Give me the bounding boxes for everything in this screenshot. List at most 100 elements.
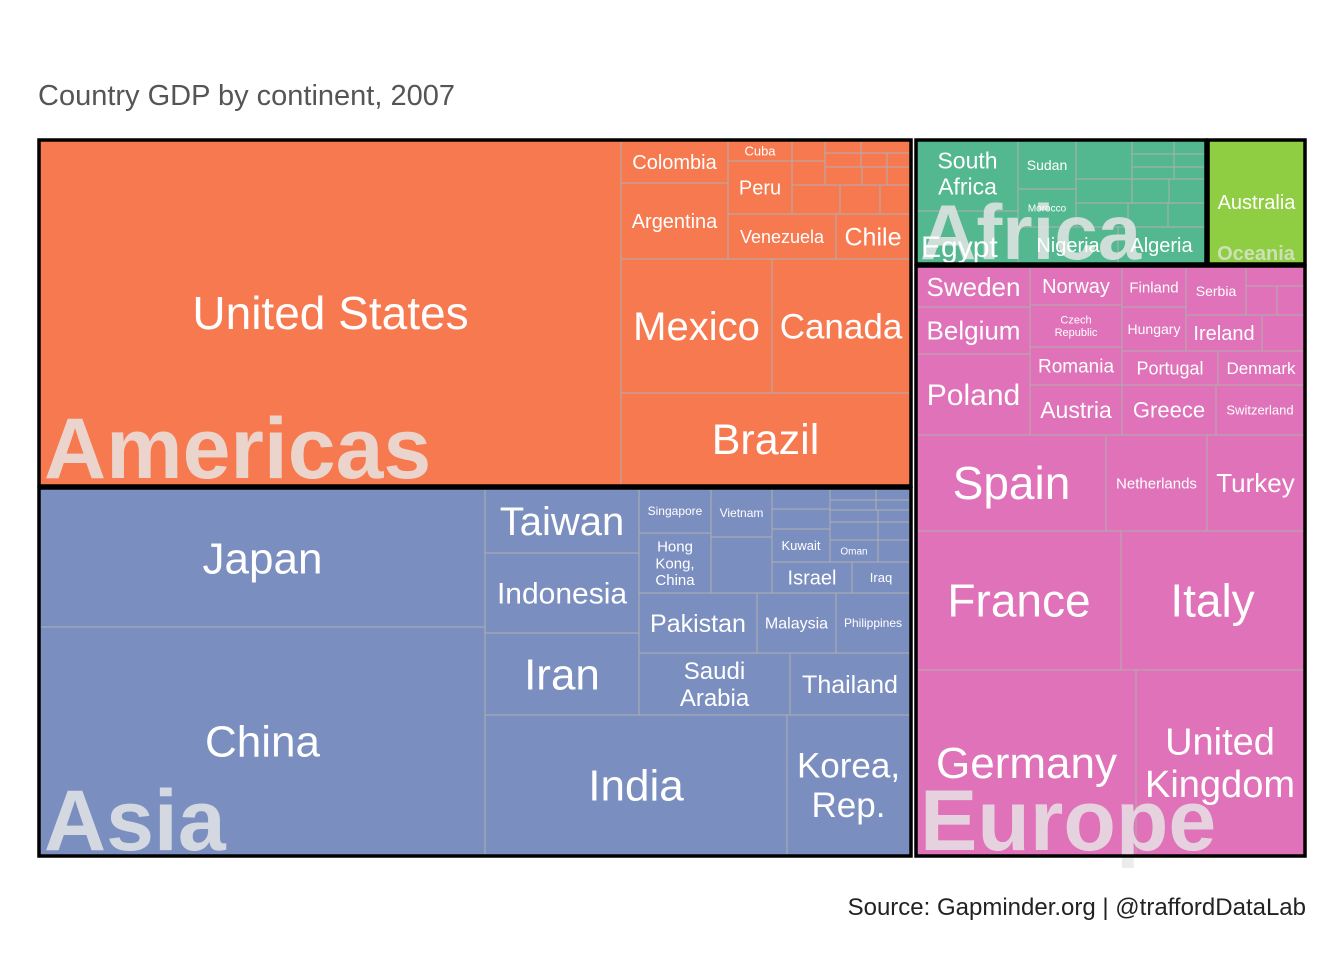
minor-country-tile <box>1173 140 1206 155</box>
tile-label-italy: Italy <box>1170 575 1254 627</box>
tile-label-venezuela: Venezuela <box>740 227 825 247</box>
tile-philippines <box>835 592 911 654</box>
tile-label-vietnam: Vietnam <box>720 506 764 520</box>
minor-country-tile <box>877 521 911 541</box>
minor-country-tile <box>877 539 911 563</box>
tile-label-colombia: Colombia <box>632 152 717 174</box>
tile-label-austria: Austria <box>1040 397 1112 423</box>
tile-denmark <box>1217 350 1305 386</box>
tile-oman <box>829 539 879 563</box>
minor-country-tile <box>1131 166 1175 180</box>
tile-label-saudi-arabia: Saudi Arabia <box>680 658 750 712</box>
tile-brazil <box>620 392 911 486</box>
minor-country-tile <box>829 499 877 511</box>
tile-label-indonesia: Indonesia <box>497 578 627 611</box>
minor-country-tile <box>791 140 826 162</box>
tile-venezuela <box>727 213 837 260</box>
tile-label-egypt: Egypt <box>921 231 998 264</box>
continent-label-oceania: Oceania <box>1217 243 1296 265</box>
tile-label-cuba: Cuba <box>744 144 776 159</box>
minor-country-tile <box>1131 140 1175 155</box>
tile-label-romania: Romania <box>1038 357 1114 378</box>
tile-label-turkey: Turkey <box>1216 468 1295 498</box>
tile-argentina <box>620 182 729 260</box>
tile-united-states <box>39 140 622 486</box>
minor-country-tile <box>860 140 911 154</box>
tile-label-china: China <box>205 717 320 766</box>
minor-country-tile <box>1173 153 1206 168</box>
tile-label-belgium: Belgium <box>927 316 1021 346</box>
minor-country-tile <box>771 488 831 510</box>
tile-italy <box>1120 530 1305 671</box>
tile-label-denmark: Denmark <box>1227 359 1296 378</box>
minor-country-tile <box>1245 285 1278 316</box>
tile-spain <box>916 434 1107 532</box>
tile-india <box>484 714 788 856</box>
tile-south-africa <box>916 140 1019 212</box>
minor-country-tile <box>875 499 911 511</box>
minor-country-tile <box>1075 140 1133 180</box>
minor-country-tile <box>1173 166 1206 180</box>
continent-label-asia: Asia <box>44 773 227 869</box>
tile-label-chile: Chile <box>845 223 902 251</box>
minor-country-tile <box>1167 202 1206 228</box>
tile-colombia <box>620 140 729 184</box>
tile-vietnam <box>710 488 773 538</box>
tile-label-spain: Spain <box>953 457 1071 509</box>
continent-border-europe <box>914 264 1307 858</box>
tile-label-singapore: Singapore <box>648 504 703 518</box>
tile-label-thailand: Thailand <box>802 671 898 699</box>
tile-label-united-states: United States <box>192 287 468 339</box>
minor-country-tile <box>877 509 911 523</box>
tile-label-taiwan: Taiwan <box>500 500 625 544</box>
minor-country-tile <box>1075 178 1133 204</box>
minor-country-tile <box>791 184 841 215</box>
tile-taiwan <box>484 488 640 554</box>
tile-label-ireland: Ireland <box>1193 323 1254 345</box>
tile-label-portugal: Portugal <box>1136 358 1203 378</box>
tile-label-iran: Iran <box>524 650 600 699</box>
source-caption: Source: Gapminder.org | @traffordDataLab <box>847 894 1306 921</box>
tile-label-hong-kong-china: Hong Kong, China <box>655 538 695 589</box>
tile-label-mexico: Mexico <box>633 305 760 349</box>
continent-border-americas <box>37 138 913 488</box>
tile-label-poland: Poland <box>927 379 1020 412</box>
minor-country-tile <box>839 184 881 215</box>
minor-country-tile <box>875 488 911 501</box>
tile-sweden <box>916 266 1031 308</box>
continent-border-asia <box>37 486 913 858</box>
continent-label-africa: Africa <box>920 188 1142 276</box>
tile-indonesia <box>484 552 640 634</box>
tile-label-malaysia: Malaysia <box>765 616 828 633</box>
continent-label-layer: Americas Asia Africa Europe Oceania <box>44 188 1296 869</box>
minor-country-tile <box>771 508 831 530</box>
minor-country-tile <box>1261 314 1305 352</box>
minor-country-tile <box>886 152 911 168</box>
tile-label-kuwait: Kuwait <box>781 538 820 553</box>
tile-label-israel: Israel <box>788 568 837 590</box>
tile-australia <box>1208 140 1305 264</box>
tile-label-oman: Oman <box>840 547 867 558</box>
tile-label-canada: Canada <box>780 307 903 346</box>
tile-czech-republic <box>1029 304 1123 348</box>
tile-label-pakistan: Pakistan <box>650 610 746 638</box>
minor-country-tile <box>1127 202 1169 228</box>
tile-label-iraq: Iraq <box>870 570 892 585</box>
chart-title: Country GDP by continent, 2007 <box>38 80 455 112</box>
tile-united-kingdom <box>1135 669 1305 856</box>
tile-label-czech-republic: Czech Republic <box>1055 315 1098 339</box>
tile-label-argentina: Argentina <box>632 211 718 233</box>
minor-country-tile <box>824 152 862 168</box>
minor-country-tile <box>1276 285 1305 316</box>
tile-finland <box>1121 266 1187 308</box>
tile-ireland <box>1185 314 1263 352</box>
tile-japan <box>39 488 486 628</box>
tile-label-brazil: Brazil <box>712 416 820 464</box>
continent-label-americas: Americas <box>44 401 431 497</box>
tile-greece <box>1121 384 1217 436</box>
minor-country-tile <box>829 509 879 523</box>
tile-canada <box>771 258 911 394</box>
tile-peru <box>727 160 793 215</box>
minor-country-tile <box>861 166 888 186</box>
tile-pakistan <box>638 592 758 654</box>
